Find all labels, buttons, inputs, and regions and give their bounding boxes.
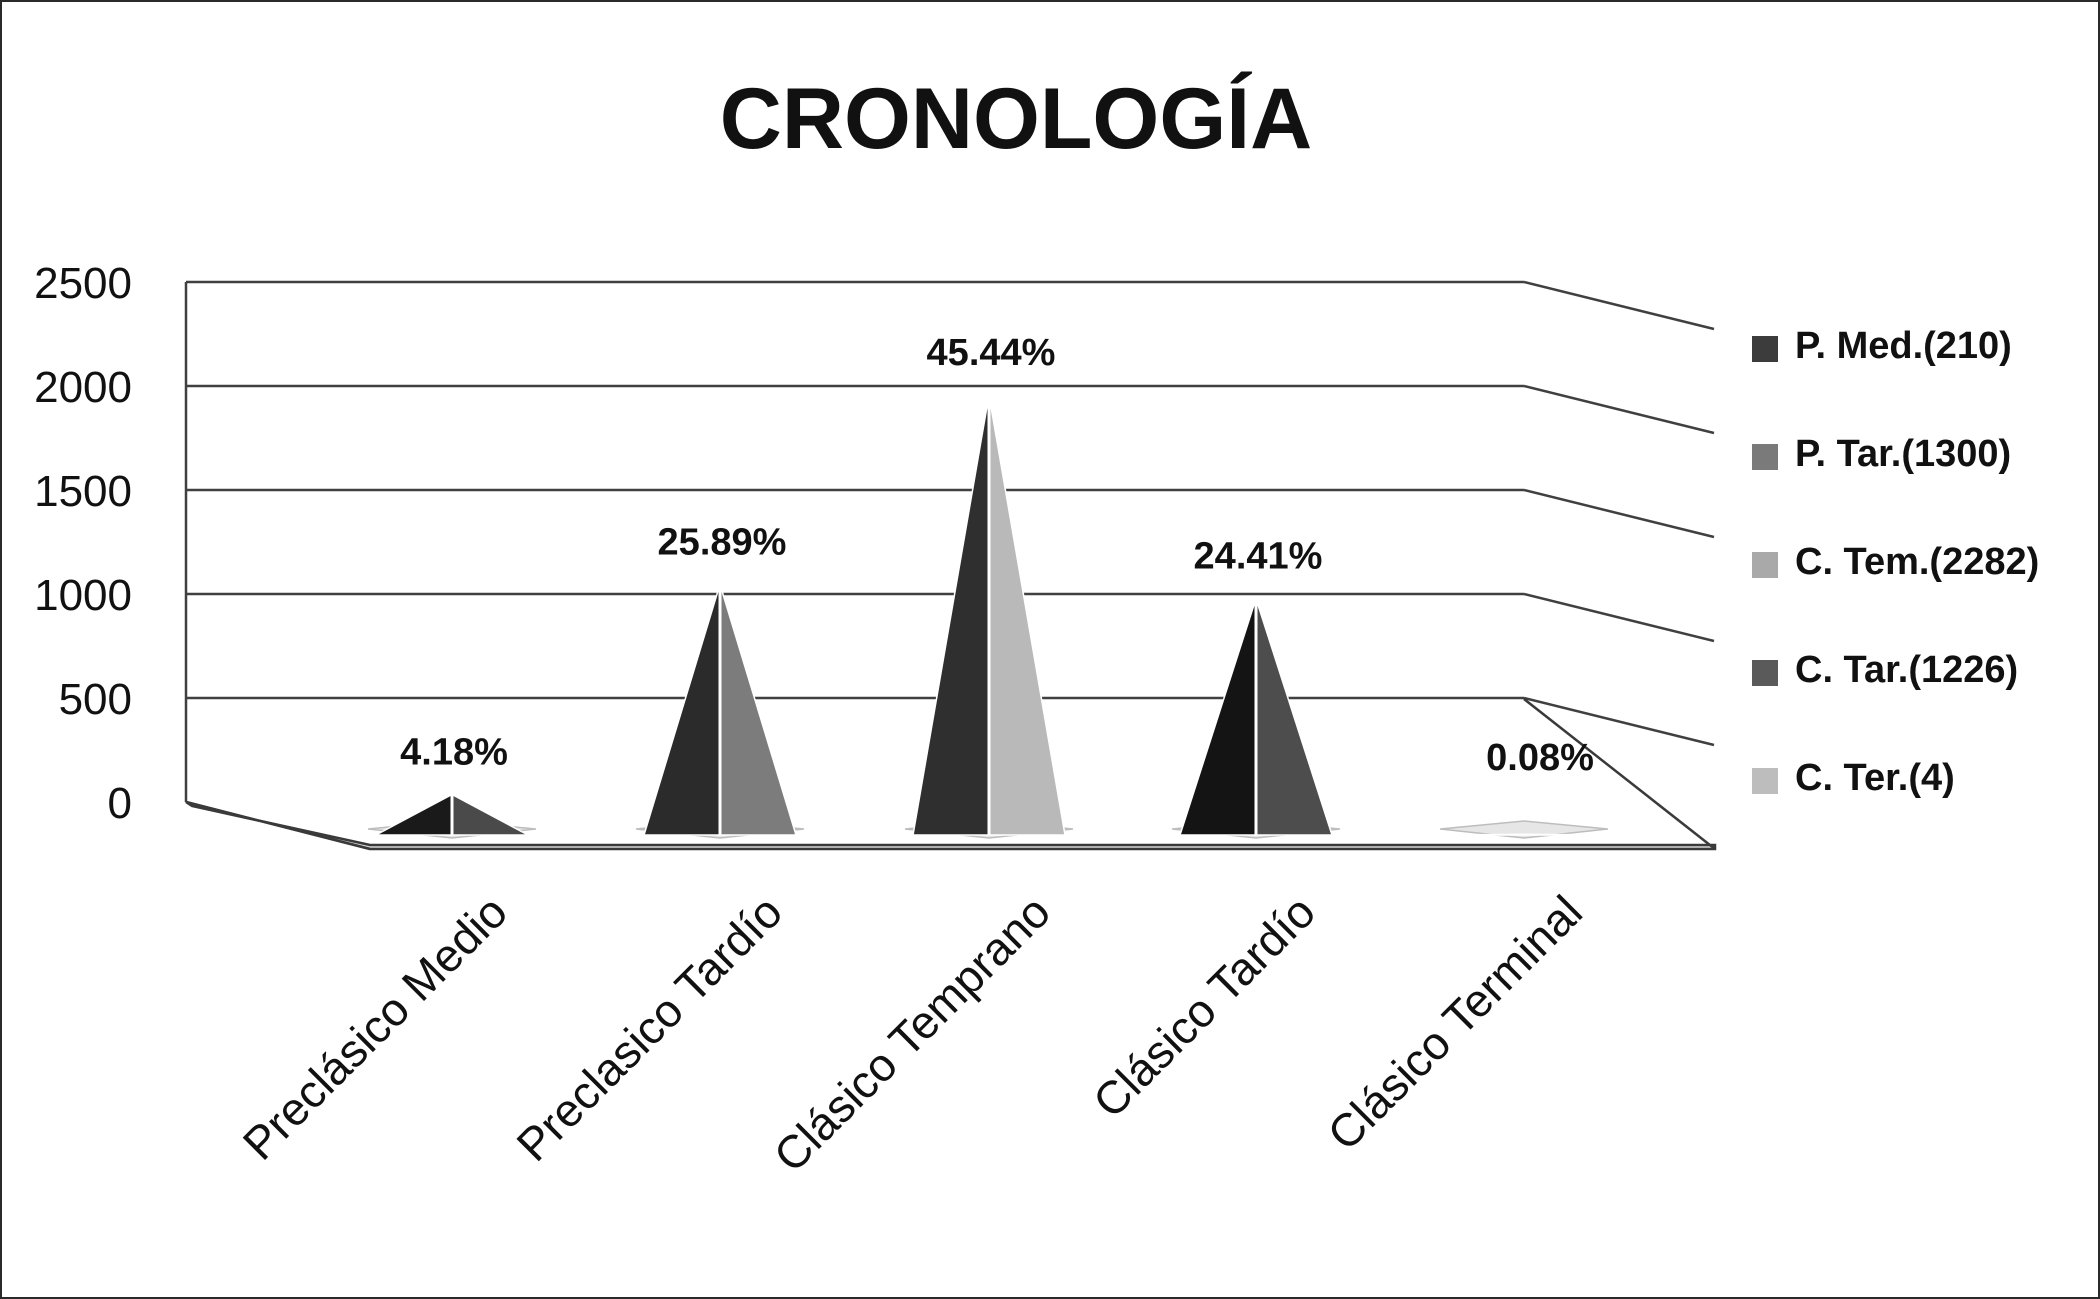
gridline-side (1523, 696, 1715, 747)
y-tick-label: 0 (108, 779, 132, 828)
y-tick-label: 2500 (34, 259, 132, 308)
data-labels: 4.18% 25.89% 45.44% 24.41% 0.08% (400, 332, 1594, 779)
pyramid-right-face (1523, 833, 1601, 836)
legend-label: P. Med.(210) (1795, 325, 2012, 367)
chart-legend: P. Med.(210) P. Tar.(1300) C. Tem.(2282) C.… (1752, 325, 2039, 799)
pyramid-left-face (1447, 833, 1525, 836)
legend-swatch (1752, 660, 1778, 686)
data-label: 4.18% (400, 732, 508, 774)
pyramid-bar (1439, 820, 1609, 839)
gridline-side (1523, 488, 1715, 539)
y-tick-label: 1000 (34, 571, 132, 620)
gridline-side (1523, 280, 1715, 331)
data-label: 25.89% (658, 521, 787, 563)
y-tick-label: 2000 (34, 363, 132, 412)
legend-swatch (1752, 444, 1778, 470)
pyramid-bar (367, 793, 537, 839)
chart-floor (185, 698, 1717, 851)
y-axis: 0 500 1000 1500 2000 2500 (34, 259, 132, 828)
floor-side-edge (1523, 698, 1716, 850)
legend-swatch (1752, 768, 1778, 794)
pyramid-bar (1171, 598, 1341, 839)
gridline-side (1523, 592, 1715, 643)
pyramid-bar (635, 584, 805, 839)
legend-label: C. Tem.(2282) (1795, 541, 2039, 583)
y-tick-label: 500 (59, 675, 132, 724)
y-tick-label: 1500 (34, 467, 132, 516)
chart-title: CRONOLOGÍA (720, 71, 1312, 167)
chart-gridlines (184, 280, 1715, 802)
gridline-side (1523, 384, 1715, 435)
data-label: 45.44% (927, 332, 1056, 374)
floor-left-edge (185, 800, 371, 851)
legend-swatch (1752, 552, 1778, 578)
legend-swatch (1752, 336, 1778, 362)
data-label: 0.08% (1486, 737, 1594, 779)
legend-label: C. Tar.(1226) (1795, 649, 2018, 691)
legend-label: P. Tar.(1300) (1795, 433, 2011, 475)
data-label: 24.41% (1194, 536, 1323, 578)
chart-bars (367, 394, 1609, 839)
legend-label: C. Ter.(4) (1795, 757, 1955, 799)
pyramid-bar (904, 394, 1074, 839)
